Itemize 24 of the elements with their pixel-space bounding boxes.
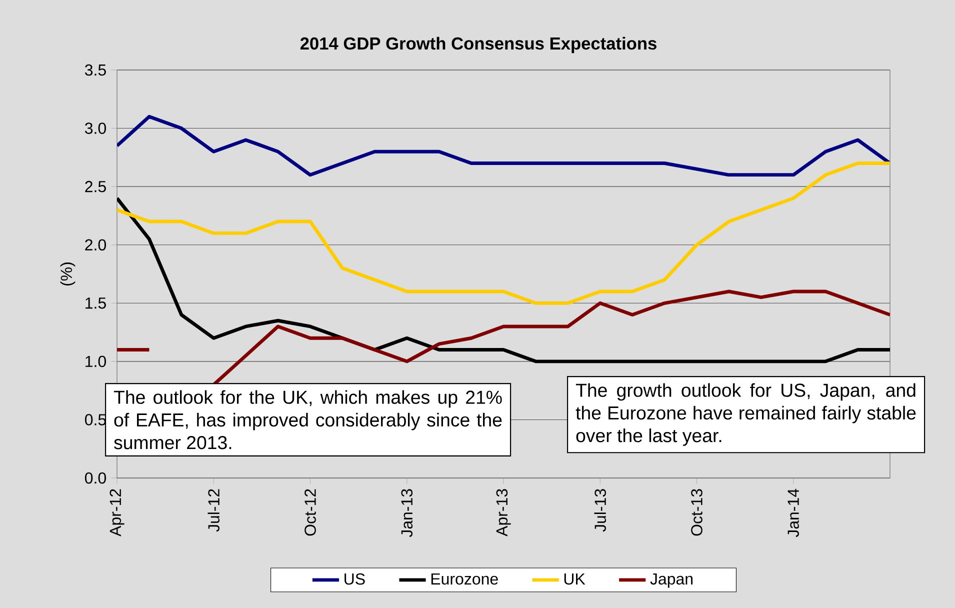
annotation: The growth outlook for US, Japan, and the Eurozone have remained fairly stable over the last year. (576, 383, 916, 446)
x-tick-label: Apr-13 (496, 489, 511, 536)
y-tick-label: 1.0 (86, 356, 106, 368)
chart-title: 2014 GDP Growth Consensus Expectations (300, 36, 656, 54)
x-tick-label: Oct-12 (304, 489, 316, 536)
y-tick-label: 3.0 (84, 122, 106, 134)
legend-label: US (344, 573, 365, 585)
x-tick-label: Jul-12 (208, 489, 220, 532)
y-tick-label: 3.5 (84, 64, 106, 76)
y-tick-label: 0.0 (84, 472, 106, 484)
x-tick-label: Oct-13 (691, 489, 702, 536)
y-tick-label: 2.0 (85, 239, 106, 251)
annotation: The outlook for the UK, which makes up 21% of EAFE, has improved considerably since the summer 2013. (114, 390, 502, 450)
x-tick-label: Jul-13 (594, 489, 606, 532)
y-tick-label: 0.5 (84, 414, 106, 426)
legend-label: UK (564, 573, 586, 585)
x-tick-label: Jan-13 (401, 489, 413, 538)
x-tick-label: Jan-14 (788, 488, 799, 538)
legend-label: Eurozone (431, 573, 498, 585)
y-tick-label: 2.5 (85, 180, 106, 192)
legend-label: Japan (650, 573, 693, 588)
y-axis-title: (%) (60, 262, 76, 286)
x-tick-label: Apr-12 (110, 489, 124, 536)
y-tick-label: 1.5 (86, 298, 106, 309)
